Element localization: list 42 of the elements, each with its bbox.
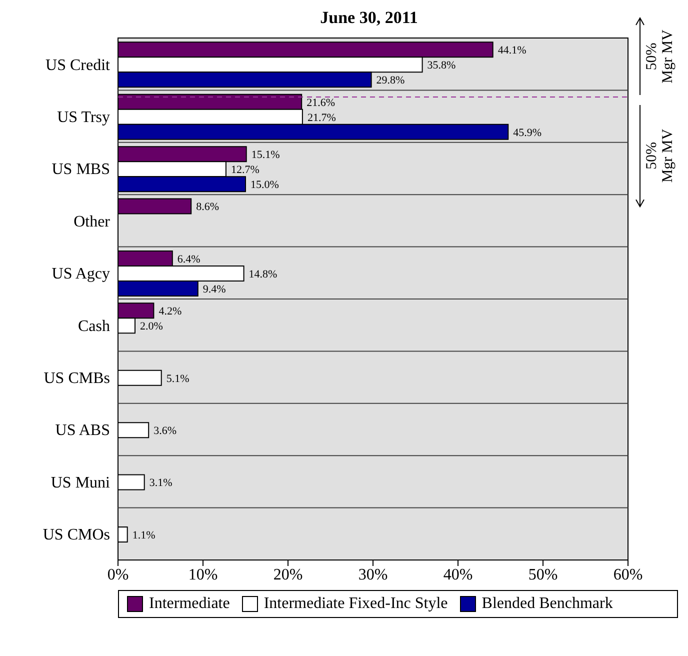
chart-title: June 30, 2011 <box>319 8 419 29</box>
y-tick-label: US CMBs <box>44 370 110 387</box>
data-label: 9.4% <box>202 283 226 296</box>
data-label: 3.1% <box>149 477 172 490</box>
data-label: 21.7% <box>307 112 336 124</box>
data-label: 29.8% <box>376 74 405 87</box>
text: 50% Mgr MV <box>644 29 676 84</box>
x-tick-label: 60% <box>613 566 643 584</box>
data-label: 5.1% <box>166 372 190 385</box>
y-tick-label: US Credit <box>46 56 111 74</box>
y-tick-label: US Trsy <box>57 108 110 126</box>
y-tick-label: US Agcy <box>52 266 110 283</box>
data-label: 6.4% <box>177 253 200 266</box>
y-tick-label: US ABS <box>55 422 110 440</box>
data-label: 12.7% <box>230 164 260 176</box>
data-label: 15.1% <box>251 148 280 161</box>
y-tick-label: Other <box>74 213 111 230</box>
data-label: 15.0% <box>250 178 279 191</box>
x-tick-label: 30% <box>358 566 388 584</box>
y-tick-label: US MBS <box>52 161 110 178</box>
x-tick-label: 0% <box>107 566 129 584</box>
x-tick-label: 10% <box>188 566 218 584</box>
y-tick-label: US Muni <box>50 474 111 492</box>
data-label: 1.1% <box>132 529 156 542</box>
y-tick-label: Cash <box>78 318 110 335</box>
data-label: 45.9% <box>513 126 542 139</box>
data-label: 44.1% <box>498 44 526 57</box>
x-tick-label: 20% <box>273 566 303 584</box>
data-label: 2.0% <box>140 320 163 333</box>
text: 50% Mgr MV <box>644 128 676 183</box>
x-tick-label: 50% <box>528 566 558 584</box>
y-tick-label: US CMOs <box>42 526 110 544</box>
x-tick-label: 40% <box>443 566 473 584</box>
legend-label: Blended Benchmark <box>482 595 613 613</box>
data-label: 4.2% <box>158 306 182 318</box>
data-label: 3.6% <box>154 424 177 437</box>
data-label: 14.8% <box>248 268 278 280</box>
data-label: 8.6% <box>196 201 220 214</box>
data-label: 21.6% <box>306 96 336 109</box>
legend-label: Intermediate Fixed-Inc Style <box>264 595 448 613</box>
legend-label: Intermediate <box>149 595 230 613</box>
data-label: 35.8% <box>427 60 456 72</box>
